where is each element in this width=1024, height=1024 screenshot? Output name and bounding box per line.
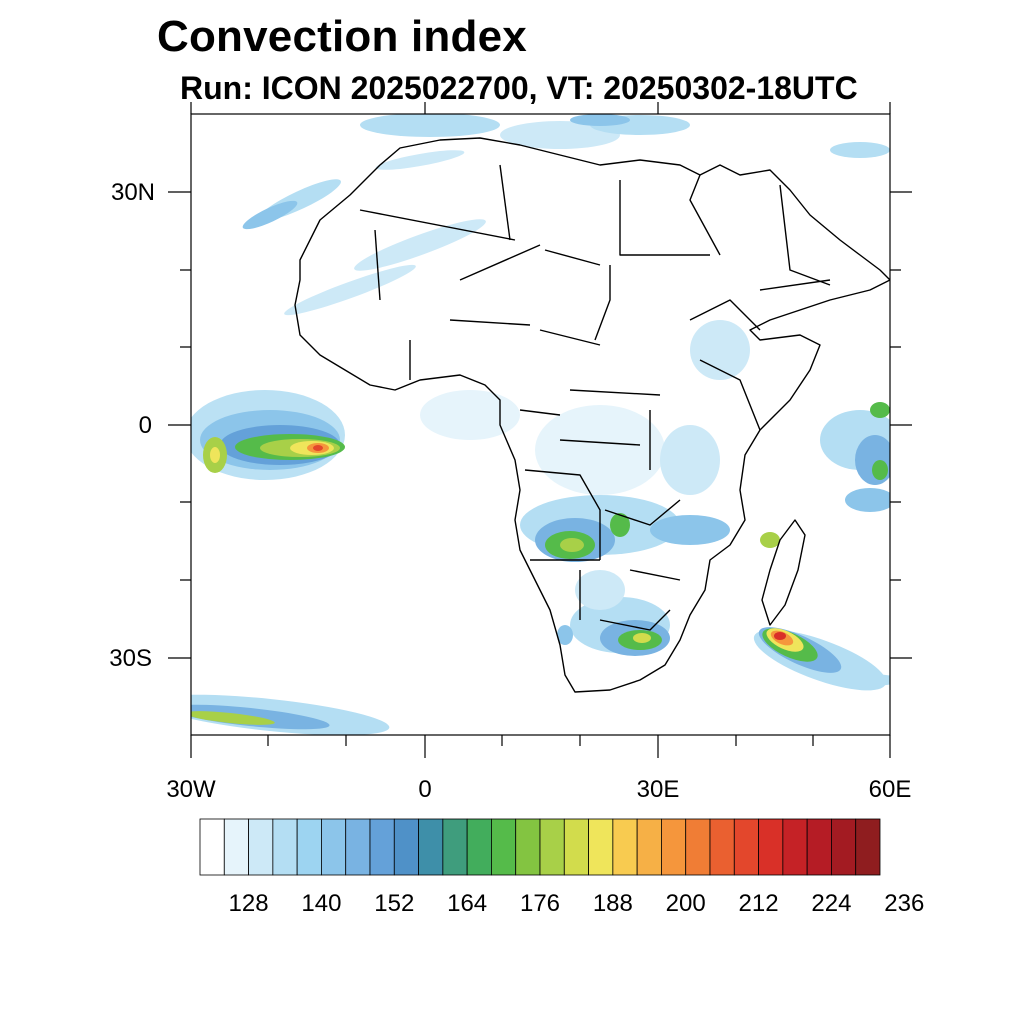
colorbar-swatch bbox=[612, 818, 638, 876]
colorbar-swatch bbox=[393, 818, 419, 876]
lat-label-0: 0 bbox=[139, 412, 152, 439]
colorbar bbox=[199, 818, 881, 876]
colorbar-swatch bbox=[248, 818, 274, 876]
colorbar-swatch bbox=[588, 818, 614, 876]
colorbar-tick-label: 188 bbox=[593, 890, 633, 917]
lon-label-60e: 60E bbox=[869, 776, 912, 803]
lon-label-0: 0 bbox=[418, 776, 431, 803]
colorbar-swatch bbox=[418, 818, 444, 876]
map-title: Convection index bbox=[157, 12, 527, 61]
colorbar-tick-label: 200 bbox=[666, 890, 706, 917]
colorbar-swatch bbox=[733, 818, 759, 876]
colorbar-tick-label: 140 bbox=[301, 890, 341, 917]
colorbar-swatch bbox=[199, 818, 225, 876]
colorbar-labels: 128 140 152 164 176 188 200 212 224 236 bbox=[229, 890, 925, 917]
colorbar-tick-label: 236 bbox=[884, 890, 924, 917]
colorbar-swatch bbox=[272, 818, 298, 876]
colorbar-tick-label: 152 bbox=[374, 890, 414, 917]
colorbar-swatch bbox=[685, 818, 711, 876]
longitude-labels: 30W 0 30E 60E bbox=[166, 776, 911, 803]
colorbar-swatch bbox=[636, 818, 662, 876]
latitude-labels: 30N 0 30S bbox=[109, 179, 155, 672]
colorbar-swatch bbox=[709, 818, 735, 876]
colorbar-swatch bbox=[466, 818, 492, 876]
colorbar-tick-label: 164 bbox=[447, 890, 487, 917]
colorbar-swatch bbox=[296, 818, 322, 876]
coastlines-and-borders bbox=[294, 137, 890, 693]
colorbar-swatch bbox=[806, 818, 832, 876]
colorbar-swatch bbox=[758, 818, 784, 876]
convection-field bbox=[191, 114, 890, 735]
lon-label-30w: 30W bbox=[166, 776, 216, 803]
colorbar-swatch bbox=[563, 818, 589, 876]
colorbar-swatch bbox=[515, 818, 541, 876]
colorbar-tick-label: 224 bbox=[811, 890, 851, 917]
colorbar-tick-label: 212 bbox=[739, 890, 779, 917]
colorbar-swatch bbox=[345, 818, 371, 876]
colorbar-swatch bbox=[539, 818, 565, 876]
colorbar-swatch bbox=[782, 818, 808, 876]
colorbar-swatch bbox=[223, 818, 249, 876]
lon-label-30e: 30E bbox=[637, 776, 680, 803]
lat-label-30n: 30N bbox=[111, 179, 155, 206]
colorbar-tick-label: 128 bbox=[229, 890, 269, 917]
lat-label-30s: 30S bbox=[109, 645, 152, 672]
colorbar-swatch bbox=[321, 818, 347, 876]
map-subtitle: Run: ICON 2025022700, VT: 20250302-18UTC bbox=[180, 70, 858, 106]
colorbar-swatch bbox=[369, 818, 395, 876]
colorbar-swatch bbox=[661, 818, 687, 876]
colorbar-swatch bbox=[491, 818, 517, 876]
colorbar-tick-label: 176 bbox=[520, 890, 560, 917]
colorbar-swatch bbox=[442, 818, 468, 876]
plot-frame bbox=[168, 102, 912, 758]
colorbar-swatch bbox=[831, 818, 857, 876]
colorbar-swatch bbox=[855, 818, 881, 876]
